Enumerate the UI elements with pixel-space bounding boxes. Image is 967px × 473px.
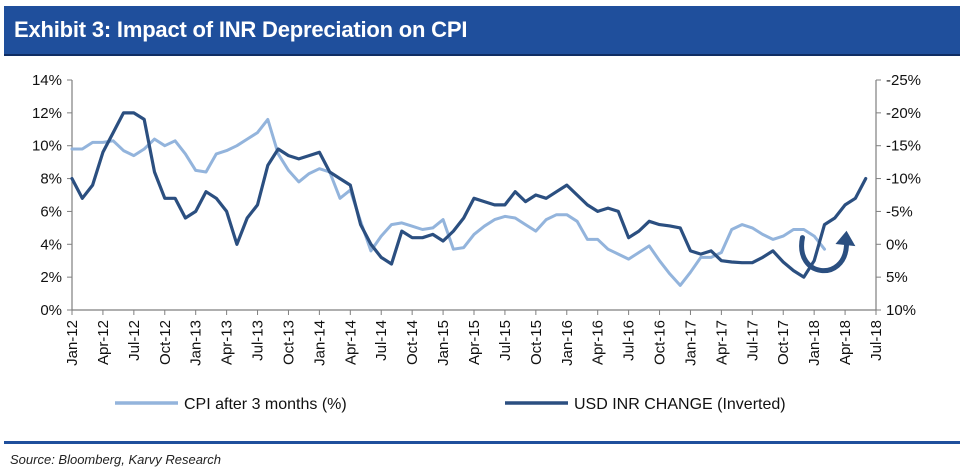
- x-tick-label: Oct-15: [528, 320, 545, 365]
- chart-axes: 14% 12% 10% 8% 6% 4% 2% 0% -25% -20% -15% -10% -5% 0%…: [32, 72, 921, 366]
- source-note: Source: Bloomberg, Karvy Research: [10, 452, 221, 467]
- usdinr-series-line: [70, 111, 868, 279]
- circular-arrow-annotation: [799, 230, 856, 273]
- right-y-tick-label: -20%: [886, 105, 921, 122]
- x-tick-label: Oct-16: [652, 320, 669, 365]
- x-tick-label: Jan-15: [435, 320, 452, 366]
- right-y-tick-label: 5%: [886, 269, 908, 286]
- right-y-tick-label: -25%: [886, 72, 921, 89]
- left-y-tick-label: 4%: [40, 236, 62, 253]
- x-tick-label: Jan-17: [682, 320, 699, 366]
- x-tick-label: Oct-13: [280, 320, 297, 365]
- left-y-tick-label: 14%: [32, 72, 62, 89]
- annotation-arrow-head: [835, 230, 856, 247]
- left-y-tick-label: 6%: [40, 203, 62, 220]
- x-tick-label: Jan-12: [64, 320, 81, 366]
- x-tick-label: Apr-12: [95, 320, 112, 365]
- chart-legend: CPI after 3 months (%) USD INR CHANGE (In…: [115, 396, 786, 413]
- x-tick-label: Jan-18: [806, 320, 823, 366]
- cpi-series-line: [70, 117, 826, 287]
- x-tick-label: Jul-18: [868, 320, 885, 361]
- right-y-tick-label: 0%: [886, 236, 908, 253]
- x-tick-label: Jul-13: [250, 320, 267, 361]
- exhibit-title: Exhibit 3: Impact of INR Depreciation on…: [14, 17, 468, 42]
- right-y-tick-label: -15%: [886, 138, 921, 155]
- legend-cpi-label: CPI after 3 months (%): [184, 396, 347, 413]
- footer-rule: [4, 441, 960, 444]
- legend-usdinr-label: USD INR CHANGE (Inverted): [574, 396, 786, 413]
- x-tick-label: Oct-14: [404, 320, 421, 365]
- x-tick-label: Jul-15: [497, 320, 514, 361]
- right-y-tick-label: -10%: [886, 171, 921, 188]
- cpi-vs-usdinr-chart: 14% 12% 10% 8% 6% 4% 2% 0% -25% -20% -15% -10% -5% 0%…: [32, 72, 921, 413]
- x-tick-label: Apr-17: [713, 320, 730, 365]
- left-y-tick-label: 10%: [32, 138, 62, 155]
- left-y-tick-label: 2%: [40, 269, 62, 286]
- left-y-tick-label: 12%: [32, 105, 62, 122]
- x-tick-label: Jan-13: [188, 320, 205, 366]
- x-tick-label: Apr-13: [219, 320, 236, 365]
- right-y-tick-label: 10%: [886, 302, 916, 319]
- chart-series: [70, 111, 868, 287]
- x-tick-label: Apr-18: [837, 320, 854, 365]
- x-tick-label: Apr-15: [466, 320, 483, 365]
- x-tick-label: Oct-17: [775, 320, 792, 365]
- x-tick-label: Jul-17: [744, 320, 761, 361]
- x-tick-label: Apr-16: [590, 320, 607, 365]
- x-tick-label: Jul-14: [373, 320, 390, 361]
- annotation-arrow-arc: [799, 235, 849, 273]
- left-y-tick-label: 0%: [40, 302, 62, 319]
- left-y-tick-label: 8%: [40, 171, 62, 188]
- x-tick-label: Jul-16: [621, 320, 638, 361]
- x-tick-label: Apr-14: [342, 320, 359, 365]
- x-tick-label: Jul-12: [126, 320, 143, 361]
- exhibit-title-bar: Exhibit 3: Impact of INR Depreciation on…: [4, 6, 960, 56]
- right-y-tick-label: -5%: [886, 203, 913, 220]
- x-tick-label: Jan-16: [559, 320, 576, 366]
- x-tick-label: Oct-12: [157, 320, 174, 365]
- x-tick-label: Jan-14: [311, 320, 328, 366]
